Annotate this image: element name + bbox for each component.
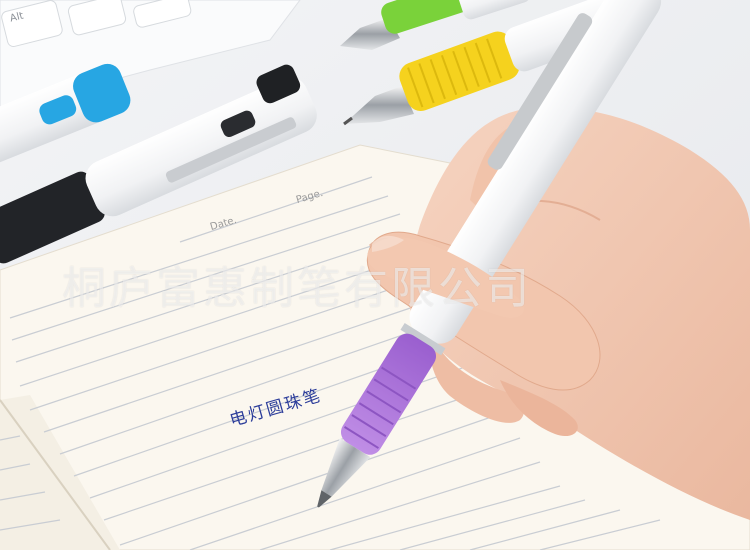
black-white-pen [0, 64, 317, 264]
blue-pen [0, 63, 131, 167]
keyboard-key [67, 0, 127, 36]
purple-pen [317, 0, 662, 508]
keyboard-key [133, 0, 192, 28]
keyboard-key [1, 0, 63, 47]
thumb-over-pen [367, 235, 524, 318]
green-pen [340, 0, 531, 50]
yellow-pen [343, 0, 618, 126]
notebook [0, 144, 750, 550]
